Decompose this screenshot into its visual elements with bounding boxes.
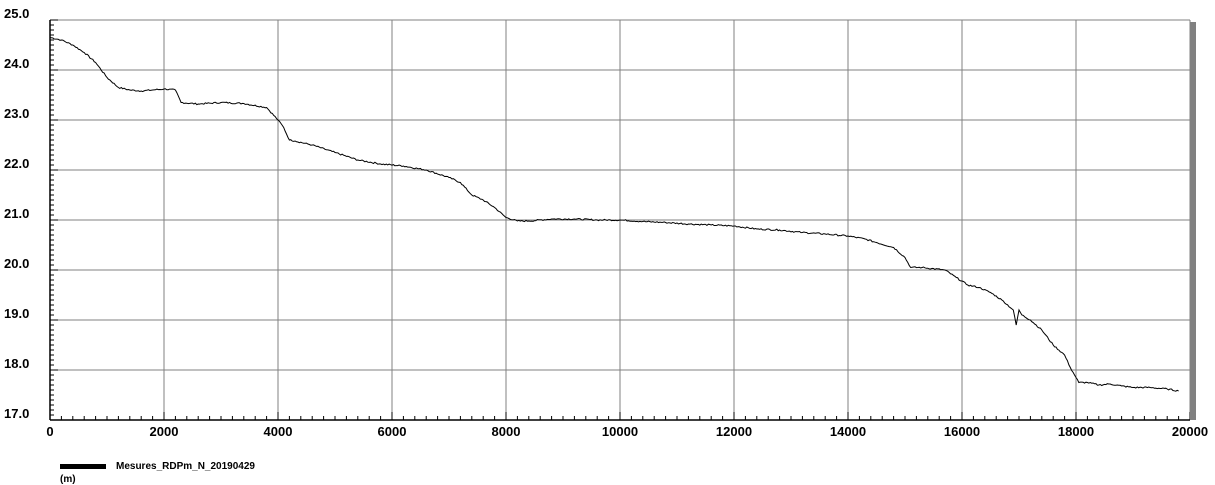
y-tick-label-22: 22.0 xyxy=(4,156,29,171)
y-tick-label-25: 25.0 xyxy=(4,6,29,21)
x-tick-label-20000: 20000 xyxy=(1172,424,1208,439)
x-tick-label-6000: 6000 xyxy=(378,424,407,439)
y-tick-label-18: 18.0 xyxy=(4,356,29,371)
x-tick-label-18000: 18000 xyxy=(1058,424,1094,439)
y-tick-label-17: 17.0 xyxy=(4,406,29,421)
right-frame-bar xyxy=(1190,22,1196,420)
x-tick-label-2000: 2000 xyxy=(150,424,179,439)
legend-unit: (m) xyxy=(60,474,76,485)
y-tick-label-20: 20.0 xyxy=(4,256,29,271)
x-tick-labels: 0 2000 4000 6000 8000 10000 12000 14000 16000 180… xyxy=(46,424,1208,439)
x-tick-label-10000: 10000 xyxy=(602,424,638,439)
x-tick-label-4000: 4000 xyxy=(264,424,293,439)
y-tick-label-21: 21.0 xyxy=(4,206,29,221)
legend-swatch xyxy=(60,464,106,469)
x-tick-label-16000: 16000 xyxy=(944,424,980,439)
x-tick-label-0: 0 xyxy=(46,424,53,439)
y-tick-label-19: 19.0 xyxy=(4,306,29,321)
x-tick-label-8000: 8000 xyxy=(492,424,521,439)
y-tick-label-23: 23.0 xyxy=(4,106,29,121)
legend-series-name: Mesures_RDPm_N_20190429 xyxy=(116,461,255,472)
series-line-mesures xyxy=(49,37,1179,392)
y-tick-label-24: 24.0 xyxy=(4,56,29,71)
x-tick-label-12000: 12000 xyxy=(716,424,752,439)
x-tick-label-14000: 14000 xyxy=(830,424,866,439)
legend: Mesures_RDPm_N_20190429 (m) xyxy=(60,461,255,485)
y-tick-labels: 17.0 18.0 19.0 20.0 21.0 22.0 23.0 24.0 25.0 xyxy=(4,6,29,421)
